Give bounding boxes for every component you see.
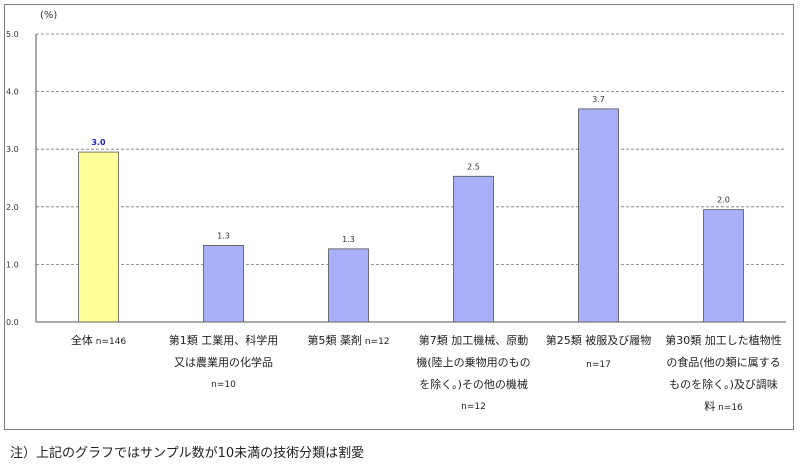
bar [703,209,744,323]
category-label: 第30類 加工した植物性 の食品(他の類に属する ものを除く。)及び調味料 n=16 [660,330,788,419]
category-label-line: 第1類 工業用、科学用 [168,334,279,347]
category-label-line: 第25類 被服及び履物 n=17 [545,334,652,370]
bar [78,151,119,323]
y-tick-label: 2.0 [6,203,19,212]
category-label-line: の食品(他の類に属する [666,356,781,369]
sample-size: n=16 [715,403,743,413]
category-label-line: 又は農業用の化学品 [174,356,273,369]
data-label: 1.3 [342,235,355,244]
y-tick-label: 4.0 [6,88,19,97]
category-label: 全体 n=146 [35,330,163,353]
category-label-line: 機(陸上の乗物用のもの [416,356,531,369]
category-label-line: 第7類 加工機械、原動 [418,334,529,347]
sample-size: n=12 [461,402,486,412]
category-label-line: 料 n=16 [704,400,743,413]
category-label-line: ものを除く。)及び調味 [669,378,778,391]
data-label: 3.0 [91,138,106,147]
category-label-line: を除く。)その他の機械 [419,378,528,391]
bar [328,248,369,323]
sample-size: n=10 [211,380,236,390]
category-label-line: 第5類 薬剤 n=12 [307,334,390,347]
data-label: 2.0 [717,196,730,205]
sample-size: n=12 [361,337,390,347]
bar [453,175,494,323]
data-label: 2.5 [467,162,480,171]
chart-frame [4,4,794,430]
bar-chart: (%) 0.0 1.0 2.0 3.0 4.0 5.0 3.0 1.3 1.3 2.5 3.7 2.0 [6,10,786,327]
y-tick-label: 5.0 [6,30,19,39]
sample-size: n=146 [92,337,127,347]
data-label: 1.3 [217,231,230,240]
y-tick-label: 1.0 [6,260,19,269]
category-label: 第25類 被服及び履物 n=17 [535,330,663,376]
data-label: 3.7 [592,95,605,104]
sample-size: n=17 [586,360,611,370]
category-label: 第1類 工業用、科学用 又は農業用の化学品 n=10 [160,330,288,396]
category-label: 第5類 薬剤 n=12 [285,330,413,353]
y-unit-label: (%) [40,10,57,21]
category-label-line: 全体 n=146 [70,334,127,347]
y-tick-label: 0.0 [6,318,19,327]
footnote: 注）上記のグラフではサンプル数が10未満の技術分類は割愛 [10,446,365,461]
bar [203,244,244,323]
y-tick-label: 3.0 [6,145,19,154]
category-label-line: 第30類 加工した植物性 [665,334,782,347]
category-label: 第7類 加工機械、原動 機(陸上の乗物用のもの を除く。)その他の機械 n=12 [410,330,538,418]
bar [578,108,619,323]
